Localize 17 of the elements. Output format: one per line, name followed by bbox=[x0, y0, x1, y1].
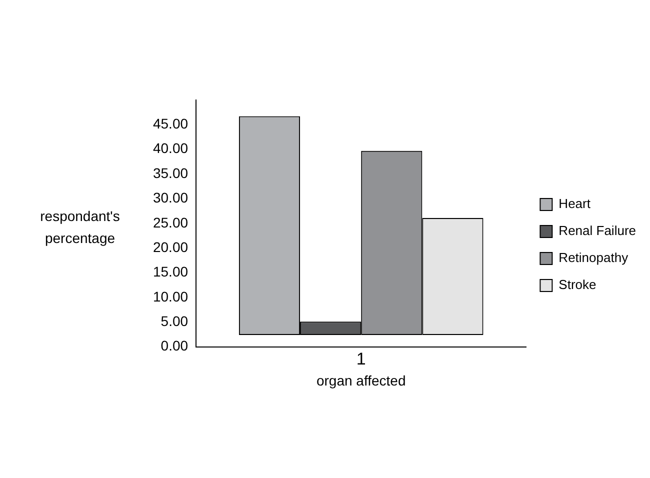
x-axis-title: organ affected bbox=[316, 372, 406, 388]
y-tick-label: 40.00 bbox=[152, 140, 188, 156]
y-tick-label: 25.00 bbox=[152, 214, 188, 230]
y-tick-label: 45.00 bbox=[152, 116, 188, 132]
y-tick-label: 10.00 bbox=[152, 288, 188, 304]
y-tick-label: 30.00 bbox=[152, 190, 188, 206]
legend-label: Stroke bbox=[558, 277, 596, 292]
y-tick-label: 35.00 bbox=[152, 164, 188, 181]
y-tick-label: 5.00 bbox=[160, 312, 188, 329]
y-tick-label: 20.00 bbox=[152, 238, 188, 255]
y-tick-label: 0.00 bbox=[160, 338, 188, 354]
y-axis-title: respondant's percentage bbox=[39, 207, 121, 248]
legend-label: Retinopathy bbox=[558, 250, 629, 266]
legend-label: Heart bbox=[558, 196, 591, 212]
x-tick-label: 1 bbox=[356, 350, 366, 369]
y-tick-label: 15.00 bbox=[152, 264, 188, 280]
legend-label: Renal Failure bbox=[558, 223, 636, 238]
